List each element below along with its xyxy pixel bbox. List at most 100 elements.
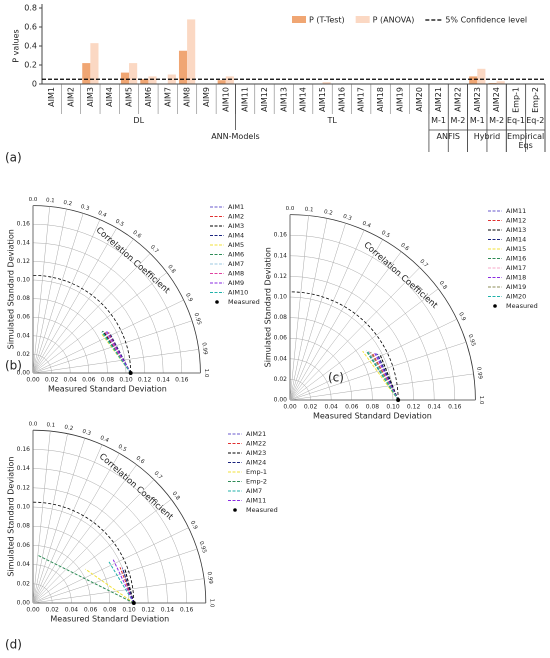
y-tick-label: 0.4: [24, 42, 37, 51]
y-tick-label: 0.16: [17, 221, 31, 228]
x-tick-label: 0.16: [180, 607, 194, 614]
legend-swatch: [355, 16, 370, 23]
x-tick-label: 0.04: [65, 607, 79, 614]
measured-point: [131, 601, 136, 605]
std-grid-arc: [32, 279, 127, 374]
legend-label: AIM12: [506, 217, 526, 225]
group-label: M-2: [489, 116, 505, 125]
corr-tick-label: 0.6: [135, 455, 146, 465]
reference-arc: [32, 274, 132, 374]
legend-label: AIM8: [228, 270, 244, 278]
y-axis-title: Simulated Standard Deviation: [7, 457, 16, 577]
legend-marker: [215, 300, 219, 304]
corr-tick-label: 0.9: [184, 292, 193, 303]
x-tick-label: 0.02: [46, 607, 60, 614]
legend-label: AIM11: [246, 497, 266, 505]
y-tick-label: 0.12: [17, 258, 31, 265]
group-label: ANFIS: [436, 132, 461, 141]
corr-tick-label: 0.7: [153, 470, 164, 481]
corr-grid-line: [289, 251, 402, 401]
x-tick-label: AIM5: [125, 87, 134, 107]
bar: [120, 72, 130, 84]
reference-arc: [32, 501, 135, 604]
x-tick-label: 0.08: [366, 404, 380, 411]
outer-arc: [32, 205, 201, 374]
model-line: [374, 352, 399, 401]
corr-tick-label: 0.7: [418, 258, 429, 269]
group-label-box: M-2: [450, 116, 465, 125]
x-tick-label: 0.06: [345, 404, 359, 411]
std-grid-arc: [32, 487, 149, 604]
corr-tick-label: 0.95: [198, 541, 208, 555]
legend-marker: [493, 304, 497, 308]
model-line: [379, 353, 399, 401]
outer-arc: [289, 214, 476, 401]
y-tick-label: 0.10: [17, 504, 31, 511]
corr-grid-line: [289, 267, 420, 401]
y-tick-label: 0.12: [17, 484, 31, 491]
legend-label: AIM21: [246, 430, 266, 438]
corr-tick-label: 0.8: [166, 264, 176, 275]
y-tick-label: 0.04: [17, 332, 31, 339]
model-line: [109, 332, 132, 374]
legend-label: 5% Confidence level: [445, 16, 527, 25]
model-line: [108, 560, 135, 604]
y-tick-label: 0.00: [17, 600, 31, 607]
corr-axis-title: Correlation Coefficient: [94, 225, 172, 296]
y-tick-label: 0.00: [17, 370, 31, 377]
corr-grid-line: [32, 433, 68, 604]
legend-label: AIM7: [228, 260, 244, 268]
corr-grid-line: [32, 213, 84, 374]
corr-tick-label: 0.3: [80, 204, 91, 212]
corr-tick-label: 0.0: [286, 206, 295, 212]
x-axis-title: Measured Standard Deviation: [50, 615, 169, 624]
corr-grid-line: [289, 288, 439, 401]
corr-tick-label: 0.6: [131, 230, 142, 240]
corr-tick-label: 0.0: [29, 422, 38, 428]
model-line: [101, 333, 132, 374]
legend-label: Measured: [246, 506, 278, 514]
corr-tick-label: 0.4: [97, 210, 108, 219]
group-label-box: M-2: [489, 116, 505, 125]
group-label-box: Hybrid: [474, 132, 500, 141]
corr-grid-line: [289, 218, 328, 401]
x-tick-label: AIM19: [395, 87, 404, 112]
x-axis-title: Measured Standard Deviation: [48, 385, 167, 394]
outer-arc: [32, 429, 207, 604]
panel-label: (b): [5, 359, 22, 373]
model-line: [368, 350, 399, 401]
x-tick-label: 0.02: [304, 404, 318, 411]
x-tick-label: AIM20: [415, 87, 424, 112]
group-label: TL: [327, 116, 337, 125]
corr-grid-line: [289, 223, 346, 401]
y-axis-title: Simulated Standard Deviation: [7, 229, 16, 349]
corr-tick-label: 0.8: [438, 280, 448, 291]
legend-label: P (ANOVA): [373, 16, 415, 25]
std-grid-arc: [32, 223, 183, 374]
model-line: [377, 353, 399, 401]
x-tick-label: AIM7: [163, 87, 172, 107]
model-line: [85, 568, 135, 604]
bar: [82, 63, 91, 84]
x-tick-label: AIM23: [473, 87, 482, 112]
corr-tick-label: 0.3: [81, 429, 92, 437]
corr-grid-line: [32, 548, 198, 604]
x-tick-label: 0.08: [103, 607, 117, 614]
corr-tick-label: 0.4: [99, 435, 110, 444]
bar: [322, 82, 331, 84]
legend-label: AIM1: [228, 203, 244, 211]
y-tick-label: 0.16: [17, 446, 31, 453]
x-tick-label: 0.04: [64, 377, 78, 384]
corr-grid-line: [32, 208, 67, 374]
legend-label: AIM5: [228, 241, 244, 249]
x-tick-label: AIM18: [376, 87, 385, 112]
std-grid-arc: [289, 337, 353, 401]
group-label-box: M-1: [470, 116, 485, 125]
corr-grid-line: [32, 349, 199, 374]
legend-label: AIM19: [506, 283, 526, 291]
model-line: [104, 331, 132, 374]
y-tick-label: 0.08: [17, 295, 31, 302]
corr-axis-title: Correlation Coefficient: [97, 452, 175, 523]
corr-tick-label: 0.99: [200, 342, 208, 355]
corr-tick-label: 0.1: [304, 207, 313, 214]
